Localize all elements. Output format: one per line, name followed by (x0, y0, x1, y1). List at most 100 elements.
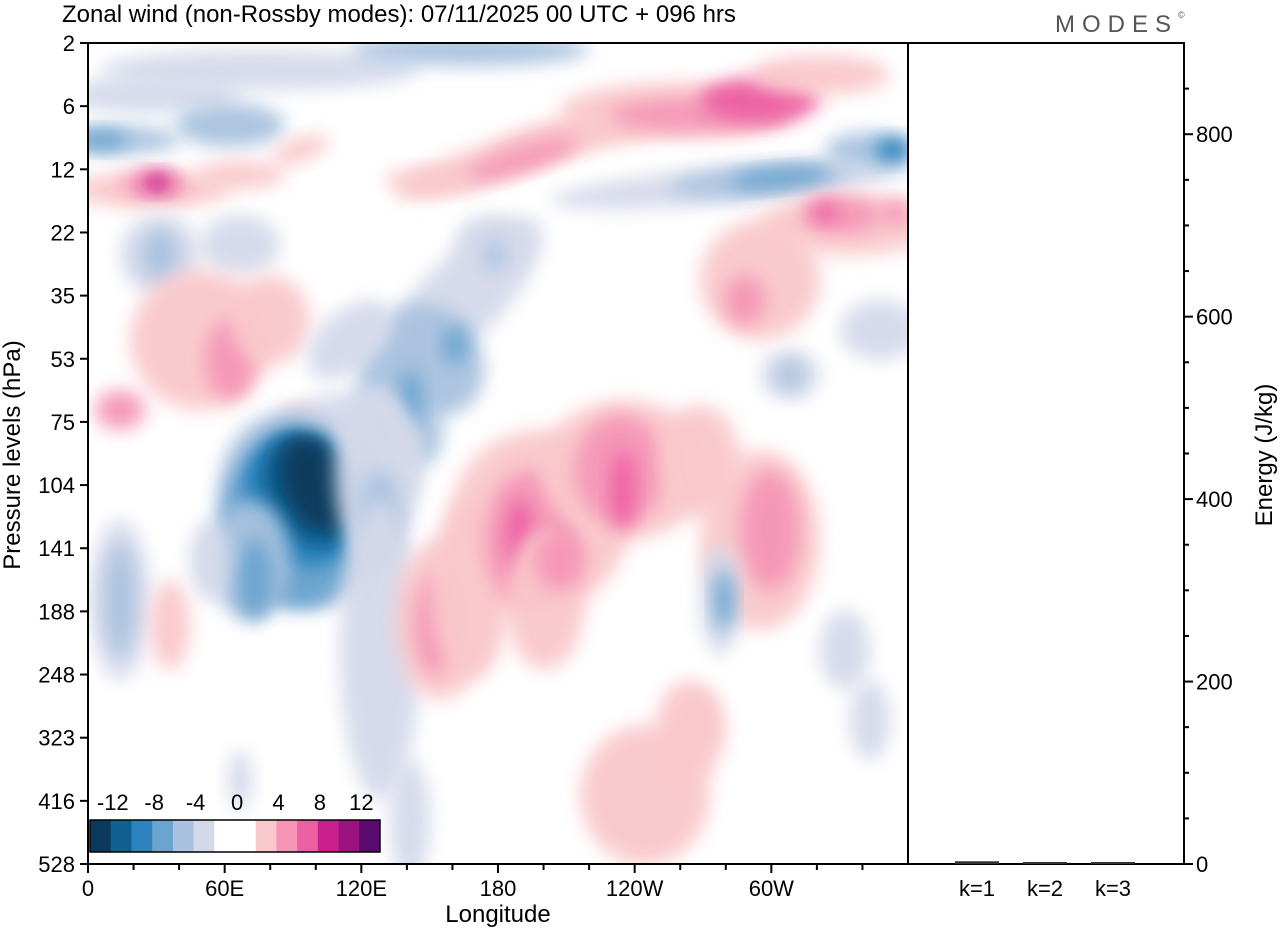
contour-region (88, 77, 240, 113)
colorbar: -12 -8 -4 0 4 8 12 (89, 790, 381, 853)
energy-axis-label: Energy (J/kg) (1251, 384, 1278, 527)
contour-region (725, 275, 765, 325)
contour-region (462, 138, 578, 182)
colorbar-label: -12 (97, 790, 129, 815)
energy-bar (1023, 862, 1067, 864)
contour-region (95, 390, 145, 430)
energy-tick-label: 800 (1196, 122, 1233, 147)
energy-tick-label: 200 (1196, 670, 1233, 695)
y-tick-label: 104 (38, 473, 75, 498)
energy-category-label: k=3 (1095, 876, 1131, 901)
contour-region (190, 520, 230, 600)
contour-region (279, 437, 351, 533)
contour-field (88, 43, 908, 864)
y-tick-label: 141 (38, 536, 75, 561)
energy-category-label: k=1 (959, 876, 995, 901)
contour-region (813, 202, 837, 222)
contour-region (535, 530, 585, 590)
colorbar-label: 8 (314, 790, 326, 815)
y-tick-label: 248 (38, 663, 75, 688)
colorbar-swatch (359, 820, 381, 852)
contour-region (750, 55, 890, 95)
contour-region (142, 230, 178, 280)
y-tick-label: 188 (38, 599, 75, 624)
brand-mark: © (1178, 10, 1185, 20)
colorbar-swatch (172, 820, 195, 852)
x-axis: 0 60E 120E 180 120W 60W (82, 864, 864, 901)
colorbar-swatch (193, 820, 215, 852)
contour-region (700, 220, 820, 340)
y-tick-label: 12 (51, 157, 75, 182)
colorbar-swatch (255, 820, 277, 852)
x-tick-label: 120E (336, 876, 387, 901)
energy-bar (955, 861, 999, 864)
contour-region (730, 167, 830, 189)
contour-region (850, 680, 890, 760)
contour-region (740, 470, 800, 590)
contour-region (820, 610, 870, 690)
contour-region (340, 500, 420, 800)
contour-region (350, 43, 590, 66)
y-tick-label: 22 (51, 220, 75, 245)
x-tick-label: 120W (606, 876, 664, 901)
colorbar-frame (89, 819, 381, 853)
colorbar-label: -8 (144, 790, 164, 815)
x-tick-label: 60E (205, 876, 244, 901)
x-tick-label: 180 (480, 876, 517, 901)
contour-region (714, 570, 734, 630)
colorbar-label: 12 (349, 790, 373, 815)
colorbar-swatch (235, 820, 257, 852)
energy-axis: 0 200 400 600 800 (1184, 87, 1233, 877)
colorbar-swatch (90, 820, 112, 852)
energy-category-label: k=2 (1027, 876, 1063, 901)
contour-region (230, 275, 310, 365)
colorbar-swatch (152, 820, 174, 852)
y-tick-label: 6 (63, 94, 75, 119)
y-tick-label: 35 (51, 284, 75, 309)
y-tick-label: 53 (51, 347, 75, 372)
y-tick-label: 528 (38, 852, 75, 877)
heatmap-plot (88, 43, 908, 864)
energy-bar (1091, 862, 1135, 864)
brand-logo: MODES© (1055, 10, 1185, 38)
contour-region (840, 300, 908, 360)
colorbar-swatch (297, 820, 319, 852)
y-axis: 2 6 12 22 35 53 75 104 141 188 248 323 416 528 (38, 31, 88, 877)
energy-panel-frame (907, 42, 1185, 865)
colorbar-swatch (214, 820, 236, 852)
contour-region (485, 240, 505, 270)
contour-region (143, 172, 171, 192)
contour-region (385, 168, 475, 192)
colorbar-swatch (131, 820, 153, 852)
contour-region (195, 161, 285, 189)
x-axis-label: Longitude (445, 901, 550, 928)
contour-region (800, 197, 880, 233)
chart-title: Zonal wind (non-Rossby modes): 07/11/202… (62, 1, 736, 28)
colorbar-swatch (276, 820, 298, 852)
contour-region (88, 130, 128, 150)
x-tick-label: 0 (82, 876, 94, 901)
contour-region (390, 760, 430, 864)
contour-region (881, 200, 908, 224)
colorbar-swatch (338, 820, 360, 852)
contour-region (150, 580, 190, 670)
colorbar-label: -4 (186, 790, 206, 815)
contour-region (685, 695, 715, 745)
contour-region (175, 103, 285, 147)
energy-tick-label: 400 (1196, 487, 1233, 512)
contour-region (611, 450, 635, 530)
energy-bars: k=1 k=2 k=3 (955, 861, 1135, 901)
contour-region (228, 750, 252, 810)
y-axis-label: Pressure levels (hPa) (0, 340, 26, 569)
contour-region (778, 360, 802, 390)
contour-region (200, 215, 280, 275)
contour-region (237, 540, 273, 620)
contour-region (443, 325, 467, 365)
colorbar-label: 0 (231, 790, 243, 815)
x-tick-label: 60W (749, 876, 794, 901)
energy-tick-label: 0 (1196, 852, 1208, 877)
colorbar-swatch (317, 820, 340, 852)
y-tick-label: 323 (38, 726, 75, 751)
colorbar-label: 4 (272, 790, 284, 815)
